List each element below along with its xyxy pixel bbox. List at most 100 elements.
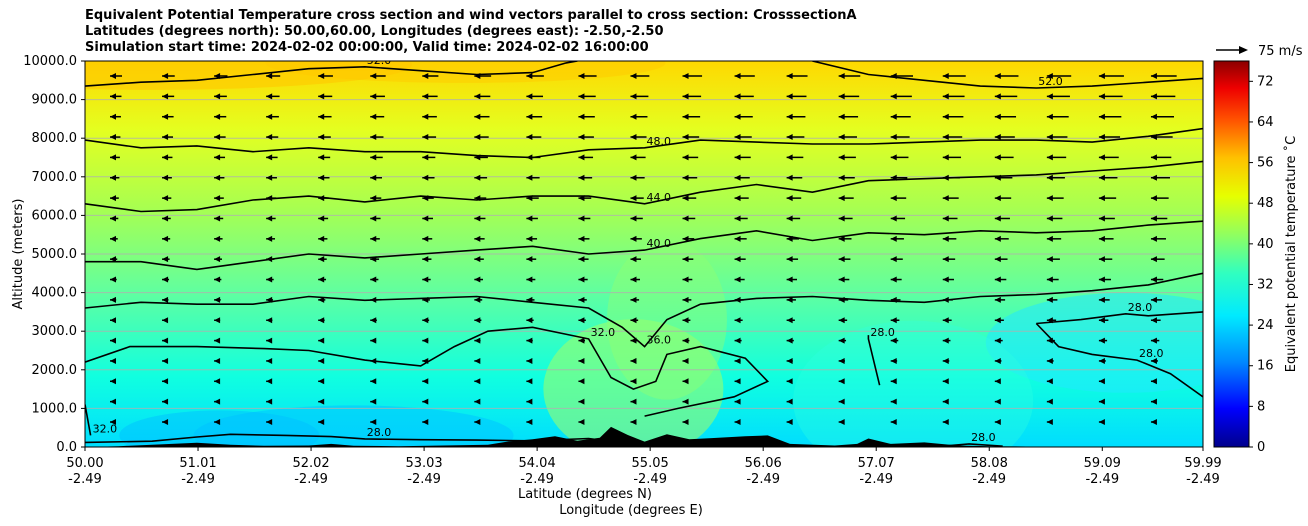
contour-52.0	[85, 61, 578, 87]
wind-vector	[890, 154, 909, 161]
wind-vector	[1203, 419, 1209, 425]
wind-vector	[994, 174, 1013, 181]
wind-vector	[890, 256, 903, 263]
wind-vector	[318, 317, 325, 324]
wind-vector	[1046, 398, 1053, 405]
wind-vector	[578, 296, 587, 303]
wind-vector	[318, 235, 328, 242]
wind-vector	[422, 398, 429, 405]
wind-vector	[162, 215, 171, 222]
wind-vector	[630, 73, 650, 79]
wind-vector	[682, 93, 702, 100]
wind-vector	[942, 337, 951, 344]
wind-vector	[838, 398, 845, 405]
wind-vector	[734, 195, 749, 202]
wind-vector	[162, 134, 174, 141]
wind-vector	[1098, 419, 1105, 425]
wind-vector	[1150, 337, 1160, 344]
wind-vector	[994, 378, 1001, 385]
wind-vector	[526, 154, 541, 161]
wind-vector	[890, 174, 908, 181]
wind-vector	[214, 337, 221, 344]
wind-vector	[890, 235, 904, 242]
wind-vector	[1150, 93, 1176, 100]
wind-vector	[838, 378, 845, 385]
wind-vector	[1046, 276, 1059, 283]
wind-vector	[838, 235, 852, 242]
wind-vector	[526, 195, 539, 202]
wind-vector	[734, 215, 748, 222]
wind-vector	[214, 195, 224, 202]
wind-vector	[994, 154, 1014, 161]
wind-vector	[110, 317, 116, 324]
wind-vector	[214, 235, 223, 242]
wind-vector	[370, 235, 380, 242]
wind-vector	[422, 317, 430, 324]
wind-vector	[942, 93, 965, 100]
wind-vector	[630, 154, 646, 161]
wind-vector	[734, 174, 750, 181]
wind-vector	[422, 337, 429, 344]
wind-vector	[474, 276, 484, 283]
wind-vector	[1150, 419, 1157, 425]
wind-vector	[682, 296, 692, 303]
wind-vector	[318, 93, 333, 100]
wind-vector	[1046, 113, 1069, 120]
y-tick-label: 0.0	[56, 440, 77, 455]
wind-vector	[526, 378, 533, 385]
wind-vector	[838, 256, 851, 263]
wind-vector	[526, 398, 533, 405]
wind-vector	[1098, 73, 1124, 79]
wind-vector	[1098, 337, 1108, 344]
wind-vector	[162, 174, 172, 181]
wind-vector	[1150, 235, 1166, 242]
wind-vector	[162, 73, 175, 79]
colorbar-tick-label: 72	[1257, 74, 1274, 89]
wind-vector	[682, 235, 695, 242]
wind-vector	[682, 317, 691, 324]
x-tick-label-lat: 51.01	[179, 456, 216, 471]
contour-label: 28.0	[1128, 301, 1153, 314]
wind-vector	[994, 73, 1019, 79]
wind-vector	[162, 93, 175, 100]
wind-vector	[370, 317, 377, 324]
wind-vector	[266, 357, 273, 364]
x-tick-label-lat: 58.08	[971, 456, 1008, 471]
y-tick-label: 1000.0	[32, 401, 78, 416]
wind-vector	[786, 256, 799, 263]
wind-vector	[890, 93, 912, 100]
x-tick-label-lon: -2.49	[68, 472, 102, 487]
wind-vector	[370, 134, 384, 141]
wind-vector	[578, 276, 588, 283]
wind-vector	[942, 215, 958, 222]
wind-vector	[1046, 419, 1053, 425]
wind-vector	[370, 357, 377, 364]
wind-vector	[942, 419, 949, 425]
contour-label: 44.0	[647, 191, 672, 204]
wind-vector	[266, 195, 277, 202]
temperature-blob	[119, 410, 320, 447]
wind-vector	[526, 235, 538, 242]
wind-vector	[682, 276, 693, 283]
wind-vector	[578, 154, 594, 161]
wind-vector	[942, 256, 956, 263]
wind-vector	[994, 317, 1004, 324]
wind-vector	[942, 378, 949, 385]
wind-vector	[1098, 276, 1111, 283]
wind-vector	[734, 357, 741, 364]
wind-vector	[890, 317, 900, 324]
wind-vector	[734, 154, 751, 161]
wind-vector	[318, 419, 325, 425]
y-axis-label: Altitude (meters)	[11, 199, 26, 310]
x-tick-label-lat: 59.09	[1084, 456, 1121, 471]
wind-vector	[786, 357, 793, 364]
wind-vector	[1203, 338, 1212, 344]
wind-vector	[734, 296, 744, 303]
y-tick-label: 9000.0	[32, 93, 78, 108]
wind-vector	[630, 337, 638, 344]
wind-vector	[682, 134, 700, 141]
wind-vector	[474, 73, 492, 79]
wind-vector	[786, 235, 800, 242]
contour-28.0	[85, 433, 667, 445]
